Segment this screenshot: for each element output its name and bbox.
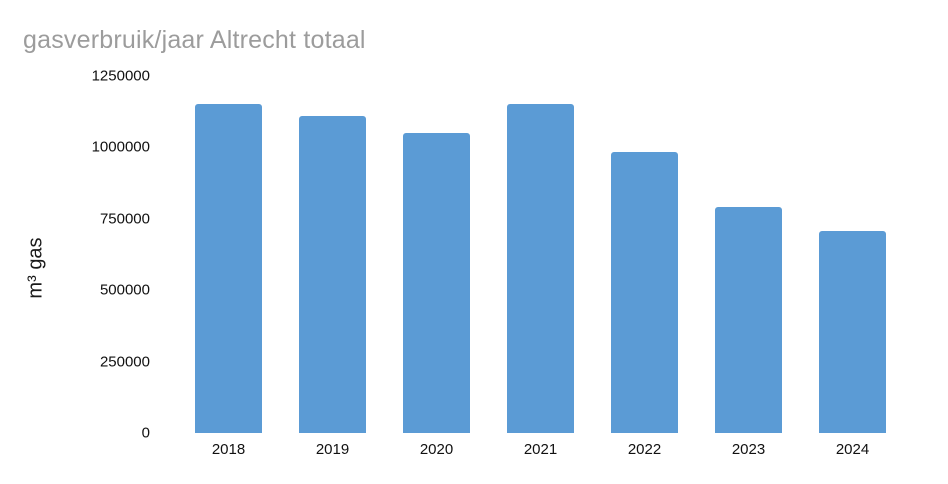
y-tick-label: 1250000 bbox=[91, 67, 150, 84]
bar-2022 bbox=[611, 152, 678, 433]
bar-2024 bbox=[819, 231, 886, 433]
y-axis-title: m³ gas bbox=[24, 237, 47, 299]
bar-2023 bbox=[715, 207, 782, 433]
x-tick-label-2021: 2021 bbox=[523, 441, 558, 458]
bar-2021 bbox=[507, 104, 574, 433]
x-tick-label-2023: 2023 bbox=[731, 441, 766, 458]
x-tick-label-2024: 2024 bbox=[835, 441, 870, 458]
y-tick-label: 750000 bbox=[99, 210, 150, 227]
y-tick-label: 250000 bbox=[99, 353, 150, 370]
chart-title: gasverbruik/jaar Altrecht totaal bbox=[23, 26, 366, 54]
bar-2019 bbox=[299, 115, 366, 433]
x-tick-label-2020: 2020 bbox=[419, 441, 454, 458]
y-tick-label: 0 bbox=[141, 424, 150, 442]
y-tick-label: 1000000 bbox=[91, 138, 150, 156]
y-tick-label: 500000 bbox=[99, 281, 150, 299]
bar-2018 bbox=[195, 104, 262, 433]
x-tick-label-2018: 2018 bbox=[211, 441, 246, 458]
x-tick-label-2019: 2019 bbox=[315, 441, 350, 458]
x-tick-label-2022: 2022 bbox=[627, 441, 662, 458]
bar-2020 bbox=[403, 133, 470, 433]
